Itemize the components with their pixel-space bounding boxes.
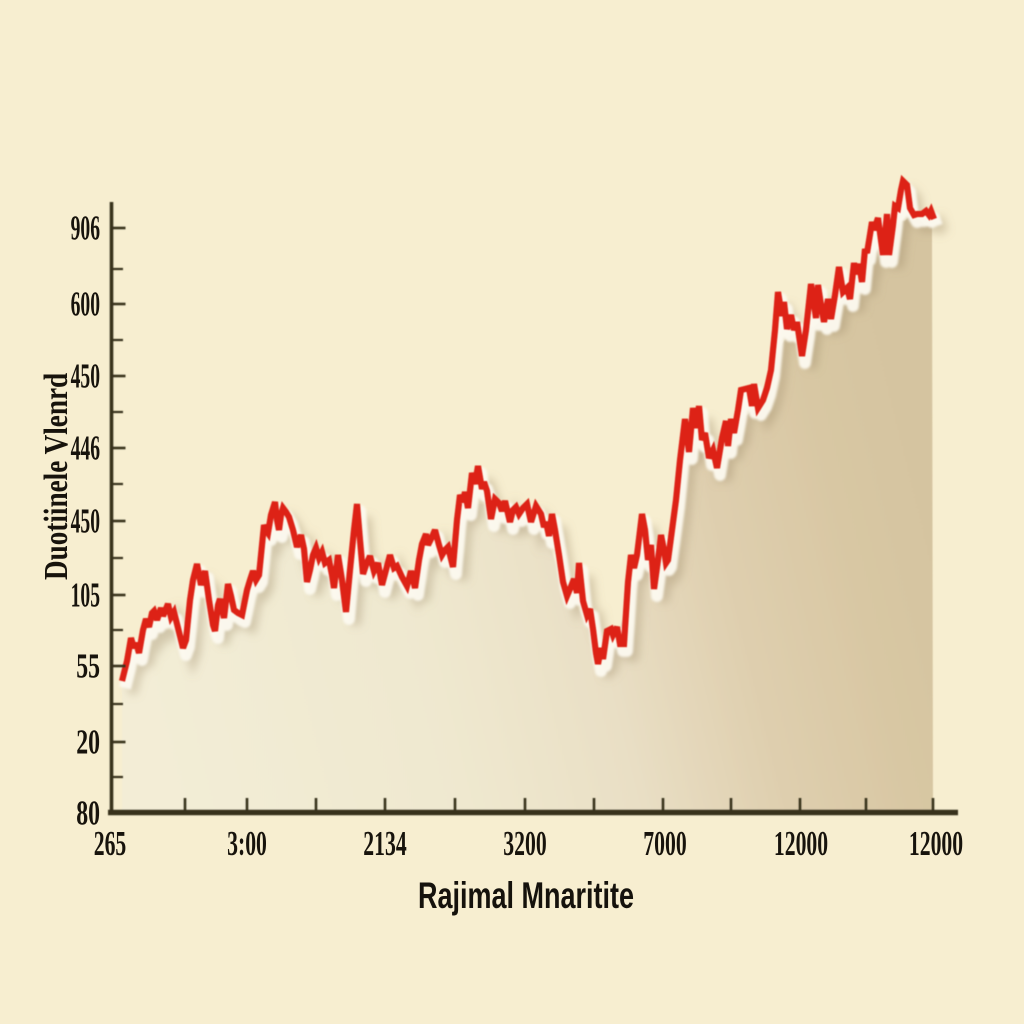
svg-text:265: 265 bbox=[94, 825, 127, 863]
svg-text:906: 906 bbox=[71, 210, 100, 248]
svg-text:7000: 7000 bbox=[643, 825, 686, 863]
svg-text:80: 80 bbox=[76, 794, 100, 833]
svg-text:450: 450 bbox=[71, 503, 100, 541]
svg-text:Rajimal Mnaritite: Rajimal Mnaritite bbox=[418, 874, 634, 916]
svg-text:12000: 12000 bbox=[909, 825, 963, 863]
svg-text:20: 20 bbox=[76, 723, 100, 762]
svg-text:12000: 12000 bbox=[774, 825, 828, 863]
svg-text:3200: 3200 bbox=[503, 825, 546, 863]
svg-text:3:00: 3:00 bbox=[227, 825, 267, 863]
svg-text:55: 55 bbox=[76, 647, 100, 686]
svg-text:Duotiinele Vlenrd: Duotiinele Vlenrd bbox=[37, 373, 75, 580]
svg-text:446: 446 bbox=[71, 430, 100, 468]
svg-text:2134: 2134 bbox=[363, 825, 407, 863]
svg-text:105: 105 bbox=[71, 577, 100, 615]
svg-text:450: 450 bbox=[71, 358, 100, 396]
svg-text:600: 600 bbox=[71, 286, 100, 324]
